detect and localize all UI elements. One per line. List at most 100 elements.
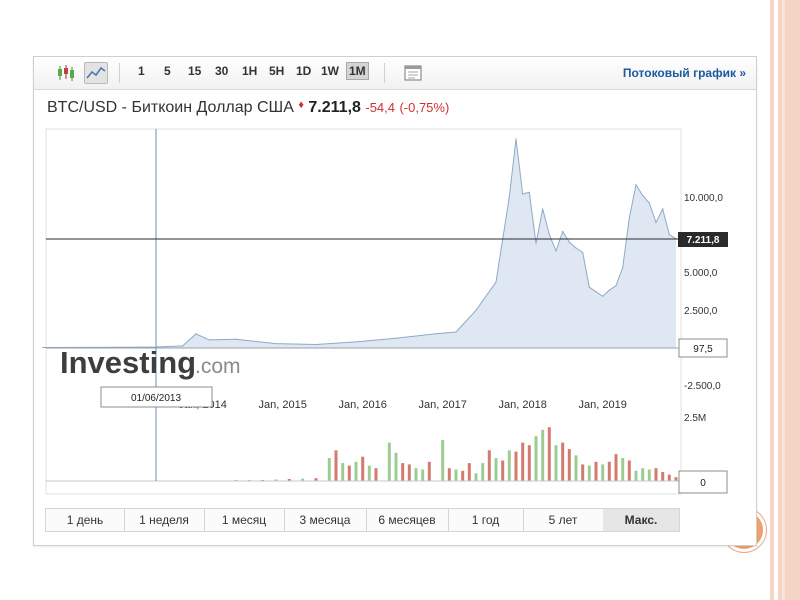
volume-bar bbox=[347, 465, 351, 481]
period-button[interactable]: 1 год bbox=[448, 509, 524, 531]
period-button[interactable]: 1 неделя bbox=[124, 509, 205, 531]
price-point bbox=[562, 230, 564, 233]
x-tick-label: Jan, 2015 bbox=[259, 399, 307, 411]
toolbar-separator bbox=[119, 63, 120, 83]
volume-bar bbox=[661, 472, 665, 481]
crosshair-price-box: 97,5 bbox=[678, 338, 728, 358]
price-point bbox=[648, 202, 650, 204]
period-button[interactable]: Макс. bbox=[603, 509, 679, 531]
toolbar-separator bbox=[384, 63, 385, 83]
price-point bbox=[195, 333, 197, 335]
chart-toolbar: 1 5 15 30 1H 5H 1D 1W 1M Потоковый графи… bbox=[34, 57, 756, 90]
period-button[interactable]: 5 лет bbox=[523, 509, 604, 531]
deco-stripe bbox=[774, 0, 778, 600]
volume-bar bbox=[354, 461, 358, 481]
volume-bar bbox=[441, 440, 445, 481]
volume-bar bbox=[561, 442, 565, 481]
price-point bbox=[42, 346, 44, 349]
period-button[interactable]: 1 месяц bbox=[204, 509, 285, 531]
volume-bar bbox=[581, 464, 585, 481]
line-chart-icon[interactable] bbox=[84, 62, 108, 84]
price-point bbox=[522, 193, 524, 195]
candlestick-icon[interactable] bbox=[54, 62, 78, 84]
instrument-name: BTC/USD - Биткоин Доллар США bbox=[47, 99, 294, 116]
current-price-marker: 7.211,8 bbox=[678, 232, 728, 247]
volume-bar bbox=[514, 451, 518, 481]
period-selector: 1 день 1 неделя 1 месяц 3 месяца 6 месяцев 1 … bbox=[45, 508, 680, 532]
price-point bbox=[568, 241, 570, 243]
price-point bbox=[635, 184, 637, 186]
period-button[interactable]: 1 день bbox=[46, 509, 125, 531]
price-point bbox=[555, 250, 557, 252]
timeframe-1d[interactable]: 1D bbox=[296, 64, 312, 78]
watermark: Investing .com bbox=[60, 345, 241, 380]
volume-bar bbox=[647, 469, 651, 481]
volume-bar bbox=[507, 450, 511, 481]
instrument-change-pct: (-0,75%) bbox=[399, 100, 450, 115]
volume-bar bbox=[394, 452, 398, 481]
price-point bbox=[615, 285, 617, 287]
volume-bar bbox=[667, 474, 671, 481]
volume-bar bbox=[521, 442, 525, 481]
price-point bbox=[668, 233, 670, 236]
deco-stripe bbox=[764, 0, 770, 600]
volume-zero-label: 0 bbox=[700, 478, 706, 489]
volume-bar bbox=[627, 460, 631, 481]
timeframe-30[interactable]: 30 bbox=[215, 64, 229, 78]
instrument-header: BTC/USD - Биткоин Доллар США ♦ 7.211,8 -… bbox=[47, 99, 449, 117]
timeframe-1w[interactable]: 1W bbox=[321, 64, 339, 78]
volume-bar bbox=[454, 469, 458, 481]
stream-chart-link[interactable]: Потоковый график » bbox=[622, 66, 746, 80]
volume-bar bbox=[474, 473, 478, 481]
price-point bbox=[528, 191, 530, 193]
volume-zero-box: 0 bbox=[678, 470, 728, 494]
timeframe-1[interactable]: 1 bbox=[138, 64, 145, 78]
price-point bbox=[628, 217, 630, 219]
volume-bar bbox=[494, 458, 498, 481]
timeframe-1m[interactable]: 1M bbox=[346, 62, 369, 80]
price-point bbox=[495, 281, 497, 283]
volume-bar bbox=[587, 465, 591, 481]
price-point bbox=[455, 331, 457, 333]
volume-bar bbox=[527, 445, 531, 481]
volume-bar bbox=[487, 450, 491, 481]
timeframe-1h[interactable]: 1H bbox=[242, 64, 258, 78]
y-tick-label: 5.000,0 bbox=[684, 268, 718, 279]
volume-bar bbox=[607, 461, 611, 481]
price-point bbox=[575, 247, 577, 249]
price-point bbox=[602, 295, 604, 297]
period-button[interactable]: 3 месяца bbox=[284, 509, 367, 531]
volume-bar bbox=[554, 445, 558, 481]
volume-bar bbox=[574, 455, 578, 481]
timeframe-5h[interactable]: 5H bbox=[269, 64, 285, 78]
volume-bar bbox=[287, 479, 291, 481]
volume-bar bbox=[567, 449, 571, 481]
price-point bbox=[655, 221, 657, 224]
price-point bbox=[355, 341, 357, 343]
price-point bbox=[535, 242, 537, 245]
volume-bar bbox=[274, 479, 278, 481]
crosshair-date-label: 01/06/2013 bbox=[131, 393, 181, 404]
y-tick-label: 10.000,0 bbox=[684, 193, 723, 204]
volume-tick-label: 2.5M bbox=[684, 413, 706, 424]
price-point bbox=[515, 138, 517, 140]
price-point bbox=[548, 233, 550, 236]
volume-bar bbox=[367, 465, 371, 481]
watermark-brand: Investing bbox=[60, 345, 196, 380]
volume-bar bbox=[634, 470, 638, 481]
period-button[interactable]: 6 месяцев bbox=[366, 509, 449, 531]
price-point bbox=[182, 345, 184, 347]
price-point bbox=[208, 339, 210, 341]
deco-stripe bbox=[782, 0, 785, 600]
volume-bar bbox=[674, 477, 678, 481]
volume-bar bbox=[387, 442, 391, 481]
price-point bbox=[622, 266, 624, 269]
calendar-icon[interactable] bbox=[401, 62, 425, 84]
slide-decoration bbox=[764, 0, 800, 600]
volume-bar bbox=[407, 464, 411, 481]
timeframe-15[interactable]: 15 bbox=[188, 64, 202, 78]
timeframe-5[interactable]: 5 bbox=[164, 64, 171, 78]
volume-bar bbox=[461, 470, 465, 481]
watermark-suffix: .com bbox=[195, 355, 241, 378]
